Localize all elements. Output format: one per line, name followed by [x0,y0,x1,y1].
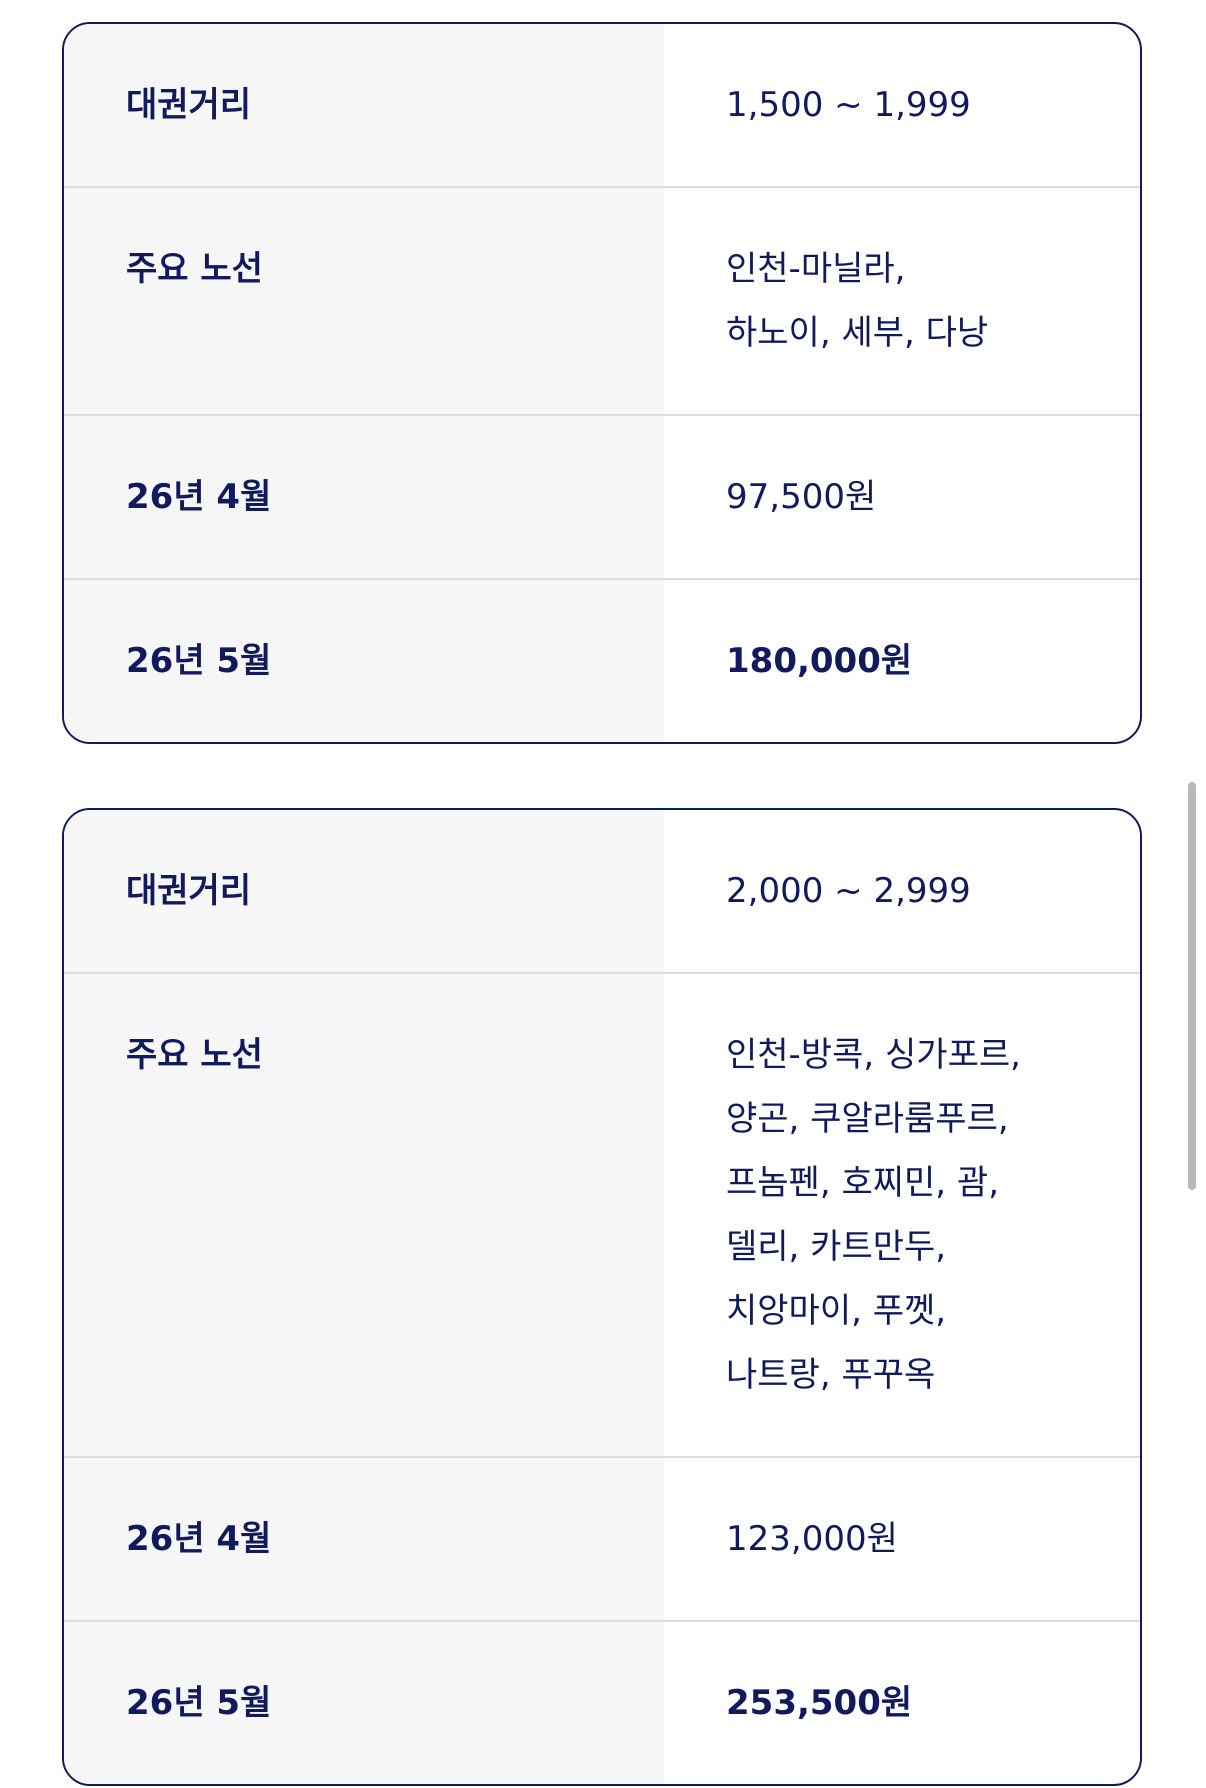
table-row: 26년 4월 123,000원 [64,1456,1140,1620]
row-value: 180,000원 [664,580,1140,742]
value-line: 123,000원 [726,1519,898,1559]
value-line: 인천-마닐라, [726,249,906,289]
value-line: 180,000원 [726,641,913,681]
value-line: 인천-방콕, 싱가포르, [726,1035,1021,1075]
value-line: 253,500원 [726,1683,913,1723]
row-label: 26년 4월 [64,416,664,578]
value-line: 97,500원 [726,477,877,517]
row-value: 1,500 ~ 1,999 [664,24,1140,186]
row-label: 26년 5월 [64,1622,664,1784]
fare-table-card: 대권거리 1,500 ~ 1,999 주요 노선 인천-마닐라, 하노이, 세부, 다낭… [62,22,1142,744]
row-label: 대권거리 [64,810,664,972]
row-value: 123,000원 [664,1458,1140,1620]
value-line: 2,000 ~ 2,999 [726,871,971,911]
row-value: 253,500원 [664,1622,1140,1784]
value-line: 하노이, 세부, 다낭 [726,313,989,353]
row-value: 97,500원 [664,416,1140,578]
row-label: 대권거리 [64,24,664,186]
row-value: 2,000 ~ 2,999 [664,810,1140,972]
value-line: 델리, 카트만두, [726,1227,947,1267]
row-label: 26년 4월 [64,1458,664,1620]
row-label: 주요 노선 [64,974,664,1456]
table-row: 주요 노선 인천-방콕, 싱가포르, 양곤, 쿠알라룸푸르, 프놈펜, 호찌민, 괌,… [64,972,1140,1456]
table-row: 26년 4월 97,500원 [64,414,1140,578]
value-line: 양곤, 쿠알라룸푸르, [726,1099,1009,1139]
value-line: 1,500 ~ 1,999 [726,85,971,125]
value-line: 치앙마이, 푸껫, [726,1291,947,1331]
table-row: 대권거리 1,500 ~ 1,999 [64,24,1140,186]
row-label: 주요 노선 [64,188,664,414]
row-label: 26년 5월 [64,580,664,742]
table-row: 26년 5월 253,500원 [64,1620,1140,1784]
fare-table-card: 대권거리 2,000 ~ 2,999 주요 노선 인천-방콕, 싱가포르, 양곤, 쿠알… [62,808,1142,1786]
table-row: 26년 5월 180,000원 [64,578,1140,742]
table-row: 대권거리 2,000 ~ 2,999 [64,810,1140,972]
row-value: 인천-마닐라, 하노이, 세부, 다낭 [664,188,1140,414]
value-line: 프놈펜, 호찌민, 괌, [726,1163,999,1203]
value-line: 나트랑, 푸꾸옥 [726,1355,936,1395]
table-row: 주요 노선 인천-마닐라, 하노이, 세부, 다낭 [64,186,1140,414]
scrollbar[interactable] [1188,782,1196,1190]
row-value: 인천-방콕, 싱가포르, 양곤, 쿠알라룸푸르, 프놈펜, 호찌민, 괌, 델리, 카… [664,974,1140,1456]
